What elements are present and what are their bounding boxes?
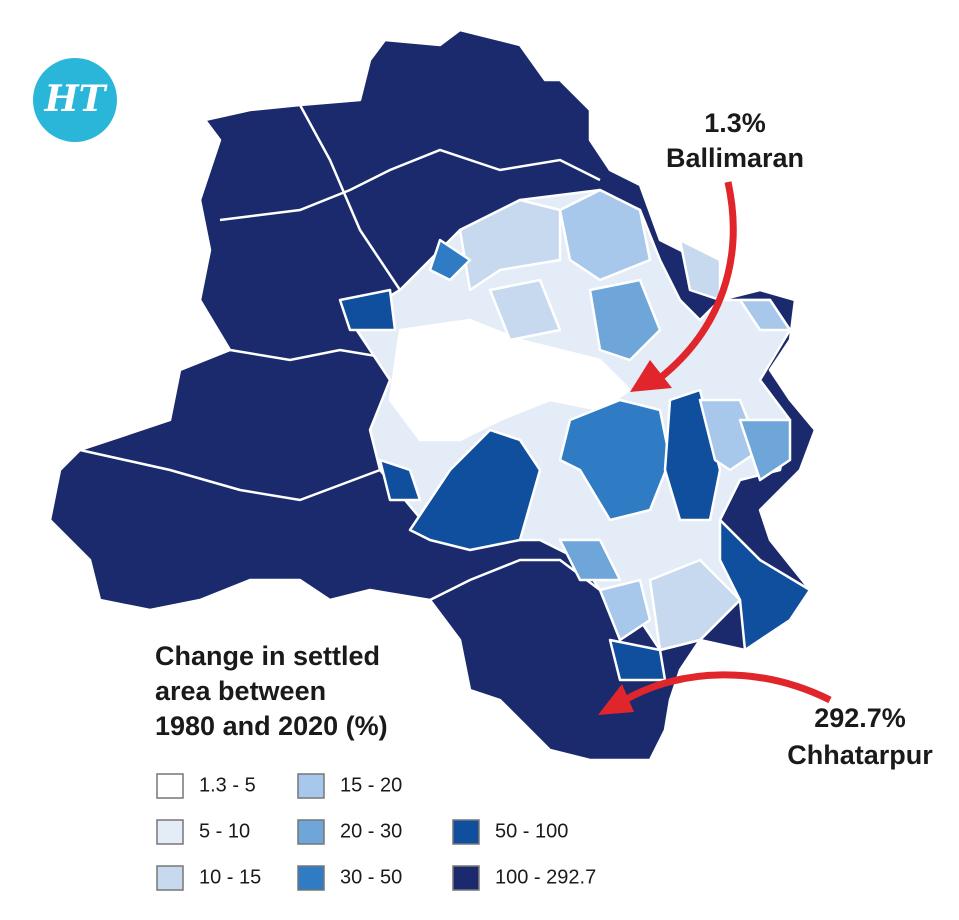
legend-title: area between (155, 676, 326, 706)
legend-label: 1.3 - 5 (199, 774, 256, 796)
region (338, 288, 397, 332)
logo-text: HT (44, 78, 108, 120)
region (738, 298, 792, 332)
region (408, 428, 542, 552)
region (488, 278, 562, 342)
legend-title: Change in settled (155, 641, 380, 671)
legend-swatch (156, 819, 184, 845)
region (458, 198, 562, 292)
legend: Change in settled area between 1980 and … (155, 641, 596, 891)
region (428, 238, 472, 282)
region (598, 578, 652, 642)
legend-label: 20 - 30 (340, 820, 402, 842)
legend-title: 1980 and 2020 (%) (155, 711, 388, 741)
arrowhead (598, 684, 634, 715)
legend-swatch (297, 773, 325, 799)
arrows (598, 181, 832, 715)
legend-swatch (297, 865, 325, 891)
arrowhead (630, 360, 672, 392)
boundary (429, 558, 601, 602)
legend-label: 50 - 100 (495, 820, 568, 842)
legend-label: 30 - 50 (340, 866, 402, 888)
arrow (657, 181, 737, 381)
annotation-place: Ballimaran (666, 143, 804, 173)
logo: HT (33, 58, 117, 142)
arrow (623, 671, 832, 704)
region (558, 538, 622, 582)
region (378, 458, 422, 502)
region (698, 398, 762, 472)
boundary (298, 104, 402, 291)
region (738, 418, 792, 482)
annotation-value: 1.3% (704, 108, 766, 138)
annotation-place: Chhatarpur (787, 740, 933, 770)
region (558, 188, 652, 282)
annotation-value: 292.7% (814, 703, 906, 733)
boundary (79, 448, 381, 502)
legend-swatch (297, 819, 325, 845)
choropleth-map (48, 28, 817, 762)
legend-label: 10 - 15 (199, 866, 261, 888)
legend-swatch (156, 865, 184, 891)
region (558, 398, 672, 522)
legend-swatch (156, 773, 184, 799)
legend-swatch (452, 819, 480, 845)
region (588, 278, 662, 362)
legend-label: 15 - 20 (340, 774, 402, 796)
boundary (229, 348, 401, 362)
legend-label: 5 - 10 (199, 820, 250, 842)
region (648, 558, 742, 652)
boundary (219, 148, 601, 222)
logo-circle (33, 58, 117, 142)
region (718, 518, 812, 652)
legend-swatch (452, 865, 480, 891)
legend-label: 100 - 292.7 (495, 866, 596, 888)
